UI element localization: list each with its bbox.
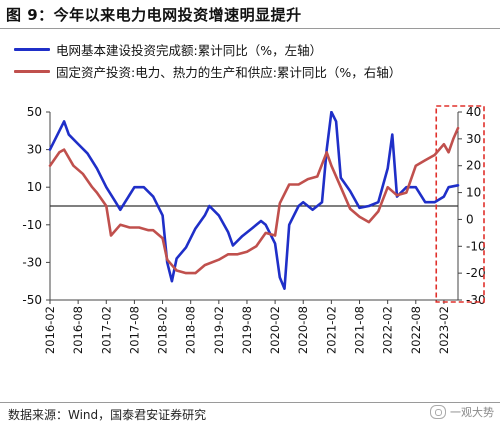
- x-tick-label: 2018-08: [184, 306, 198, 354]
- title-divider: [0, 28, 500, 29]
- legend-label-grid-investment: 电网基本建设投资完成额:累计同比（%，左轴）: [56, 42, 323, 58]
- source-note: 数据来源：Wind，国泰君安证券研究: [8, 408, 207, 422]
- right-tick-label: 20: [466, 159, 481, 173]
- legend-entry-grid-investment: 电网基本建设投资完成额:累计同比（%，左轴）: [14, 38, 401, 60]
- right-tick-label: 30: [466, 132, 481, 146]
- left-tick-label: 50: [27, 105, 42, 119]
- figure-title: 图 9：今年以来电力电网投资增速明显提升: [6, 6, 302, 24]
- watermark-text: 一观大势: [450, 406, 494, 419]
- source-divider: [0, 402, 500, 403]
- right-tick-label: 40: [466, 105, 481, 119]
- legend-label-power-fai: 固定资产投资:电力、热力的生产和供应:累计同比（%，右轴）: [56, 64, 402, 80]
- x-tick-label: 2023-02: [437, 306, 451, 354]
- x-tick-label: 2017-08: [127, 306, 141, 354]
- right-tick-label: -30: [466, 293, 486, 307]
- legend-swatch-blue: [14, 47, 50, 51]
- left-tick-label: 30: [27, 143, 42, 157]
- plot-top-mask: [51, 96, 351, 111]
- left-tick-label: -50: [22, 293, 42, 307]
- left-tick-label: -10: [22, 218, 42, 232]
- highlight-box: [435, 105, 485, 303]
- series-line-grid-investment: [48, 110, 460, 291]
- chart-marks: [48, 96, 485, 303]
- right-tick-label: 0: [466, 212, 474, 226]
- watermark: 一观大势: [430, 404, 494, 420]
- series-line-power-fai: [48, 126, 460, 275]
- x-tick-label: 2021-02: [324, 306, 338, 354]
- x-tick-label: 2022-02: [381, 306, 395, 354]
- x-tick-label: 2016-02: [43, 306, 57, 354]
- left-tick-label: 10: [27, 180, 42, 194]
- left-tick-label: -30: [22, 255, 42, 269]
- chart-axes: 50 30 10 -10 -30 -50 40 30 20 10 0 -10 -20 -30 2016-02…: [22, 105, 485, 354]
- right-tick-label: -10: [466, 239, 486, 253]
- x-tick-label: 2020-02: [268, 306, 282, 354]
- x-tick-label: 2016-08: [71, 306, 85, 354]
- line-chart: 50 30 10 -10 -30 -50 40 30 20 10 0 -10 -20 -30 2016-02…: [22, 96, 486, 355]
- x-tick-label: 2017-02: [99, 306, 113, 354]
- x-tick-label: 2018-02: [156, 306, 170, 354]
- right-tick-label: -20: [466, 266, 486, 280]
- right-tick-label: 10: [466, 186, 481, 200]
- chart-legend: 电网基本建设投资完成额:累计同比（%，左轴） 固定资产投资:电力、热力的生产和供…: [14, 38, 401, 82]
- legend-swatch-red: [14, 69, 50, 73]
- x-tick-label: 2022-08: [409, 306, 423, 354]
- legend-entry-power-fai: 固定资产投资:电力、热力的生产和供应:累计同比（%，右轴）: [14, 60, 401, 82]
- x-tick-label: 2019-02: [212, 306, 226, 354]
- wechat-icon: [430, 405, 446, 419]
- x-tick-label: 2019-08: [240, 306, 254, 354]
- x-tick-label: 2021-08: [353, 306, 367, 354]
- x-tick-label: 2020-08: [296, 306, 310, 354]
